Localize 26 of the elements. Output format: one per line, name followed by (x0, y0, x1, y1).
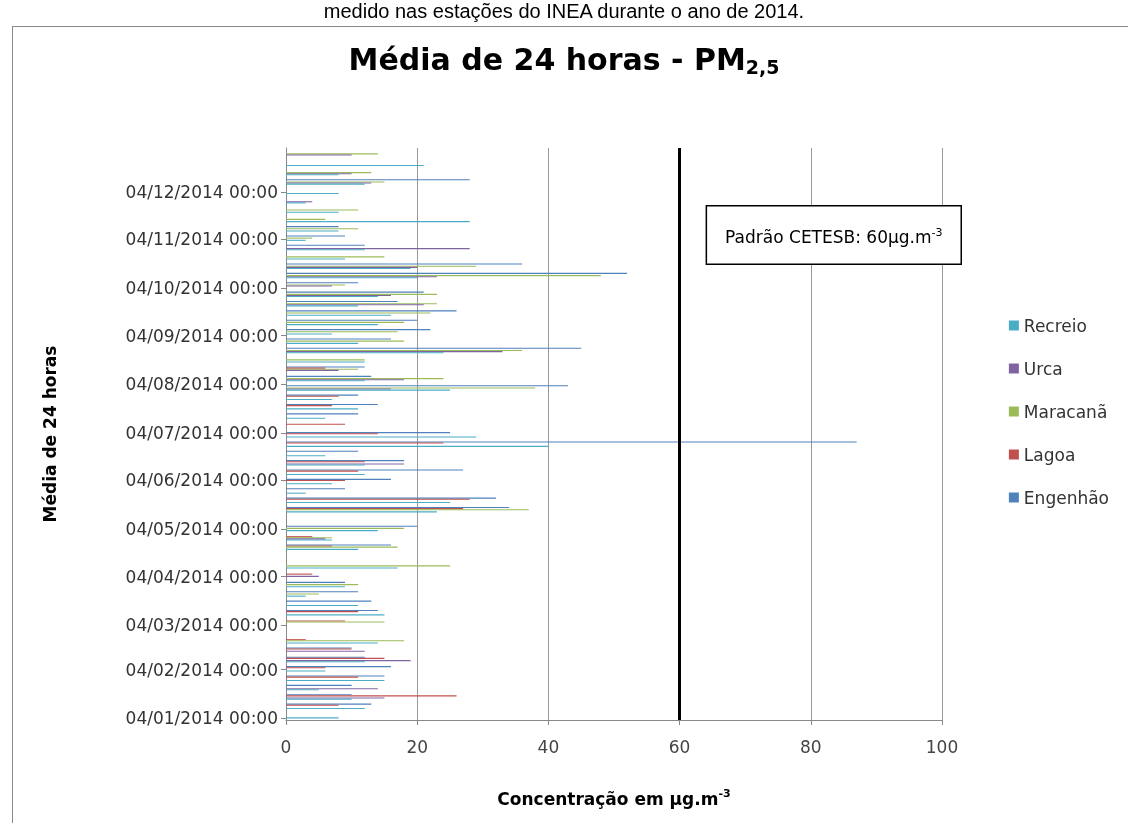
legend-label: Urca (1023, 358, 1063, 379)
legend-label: Lagoa (1023, 444, 1076, 465)
y-tick-label: 04/08/2014 00:00 (125, 374, 278, 395)
chart-title: Média de 24 horas - PM2,5 (348, 42, 780, 78)
legend-label: Recreio (1023, 315, 1087, 336)
x-tick-label: 80 (799, 736, 822, 757)
y-tick-label: 04/02/2014 00:00 (125, 659, 278, 680)
x-tick-label: 100 (925, 736, 959, 757)
y-tick-label: 04/10/2014 00:00 (125, 278, 278, 299)
y-tick-label: 04/03/2014 00:00 (125, 615, 278, 636)
text: medido nas estações do INEA durante o ano de 2014. (322, 0, 806, 23)
x-tick-label: 0 (280, 736, 292, 757)
y-tick-label: 04/11/2014 00:00 (125, 229, 278, 250)
y-tick-label: 04/12/2014 00:00 (125, 182, 278, 203)
legend-label: Engenhão (1023, 487, 1110, 508)
y-tick-label: 04/04/2014 00:00 (125, 566, 278, 587)
x-tick-label: 40 (537, 736, 560, 757)
y-tick-label: 04/01/2014 00:00 (125, 708, 278, 729)
x-tick-label: 60 (668, 736, 691, 757)
y-axis-title: Média de 24 horas (39, 345, 60, 523)
x-tick-label: 20 (406, 736, 429, 757)
y-tick-label: 04/09/2014 00:00 (125, 325, 278, 346)
y-tick-label: 04/07/2014 00:00 (125, 423, 278, 444)
y-tick-label: 04/05/2014 00:00 (125, 519, 278, 540)
legend-label: Maracanã (1023, 401, 1108, 422)
y-tick-label: 04/06/2014 00:00 (125, 470, 278, 491)
